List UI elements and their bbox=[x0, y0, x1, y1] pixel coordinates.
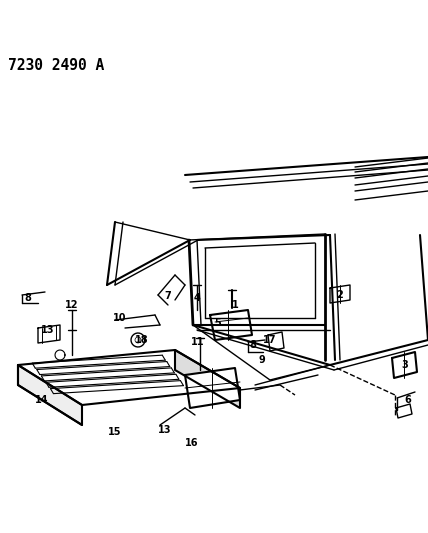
Text: 10: 10 bbox=[113, 313, 127, 323]
Text: 7230 2490 A: 7230 2490 A bbox=[8, 58, 104, 73]
Polygon shape bbox=[185, 368, 240, 408]
Text: 14: 14 bbox=[35, 395, 49, 405]
Text: 1: 1 bbox=[232, 300, 238, 310]
Text: 13: 13 bbox=[158, 425, 172, 435]
Polygon shape bbox=[268, 332, 284, 351]
Text: 12: 12 bbox=[65, 300, 79, 310]
Polygon shape bbox=[396, 404, 412, 418]
Polygon shape bbox=[210, 310, 252, 340]
Text: 5: 5 bbox=[214, 318, 221, 328]
Polygon shape bbox=[18, 350, 240, 405]
Text: 8: 8 bbox=[250, 340, 256, 350]
Text: 6: 6 bbox=[404, 395, 411, 405]
Polygon shape bbox=[175, 350, 240, 408]
Text: 11: 11 bbox=[191, 337, 205, 347]
Polygon shape bbox=[18, 365, 82, 425]
Text: 7: 7 bbox=[165, 291, 171, 301]
Text: 8: 8 bbox=[24, 293, 31, 303]
Text: 9: 9 bbox=[259, 355, 265, 365]
Polygon shape bbox=[392, 352, 417, 378]
Text: 18: 18 bbox=[135, 335, 149, 345]
Text: 13: 13 bbox=[41, 325, 55, 335]
Text: 2: 2 bbox=[337, 290, 343, 300]
Text: 17: 17 bbox=[263, 335, 277, 345]
Text: 16: 16 bbox=[185, 438, 199, 448]
Text: 4: 4 bbox=[193, 293, 200, 303]
Text: 15: 15 bbox=[108, 427, 122, 437]
Text: 3: 3 bbox=[401, 360, 408, 370]
Polygon shape bbox=[38, 325, 60, 343]
Polygon shape bbox=[330, 285, 350, 303]
